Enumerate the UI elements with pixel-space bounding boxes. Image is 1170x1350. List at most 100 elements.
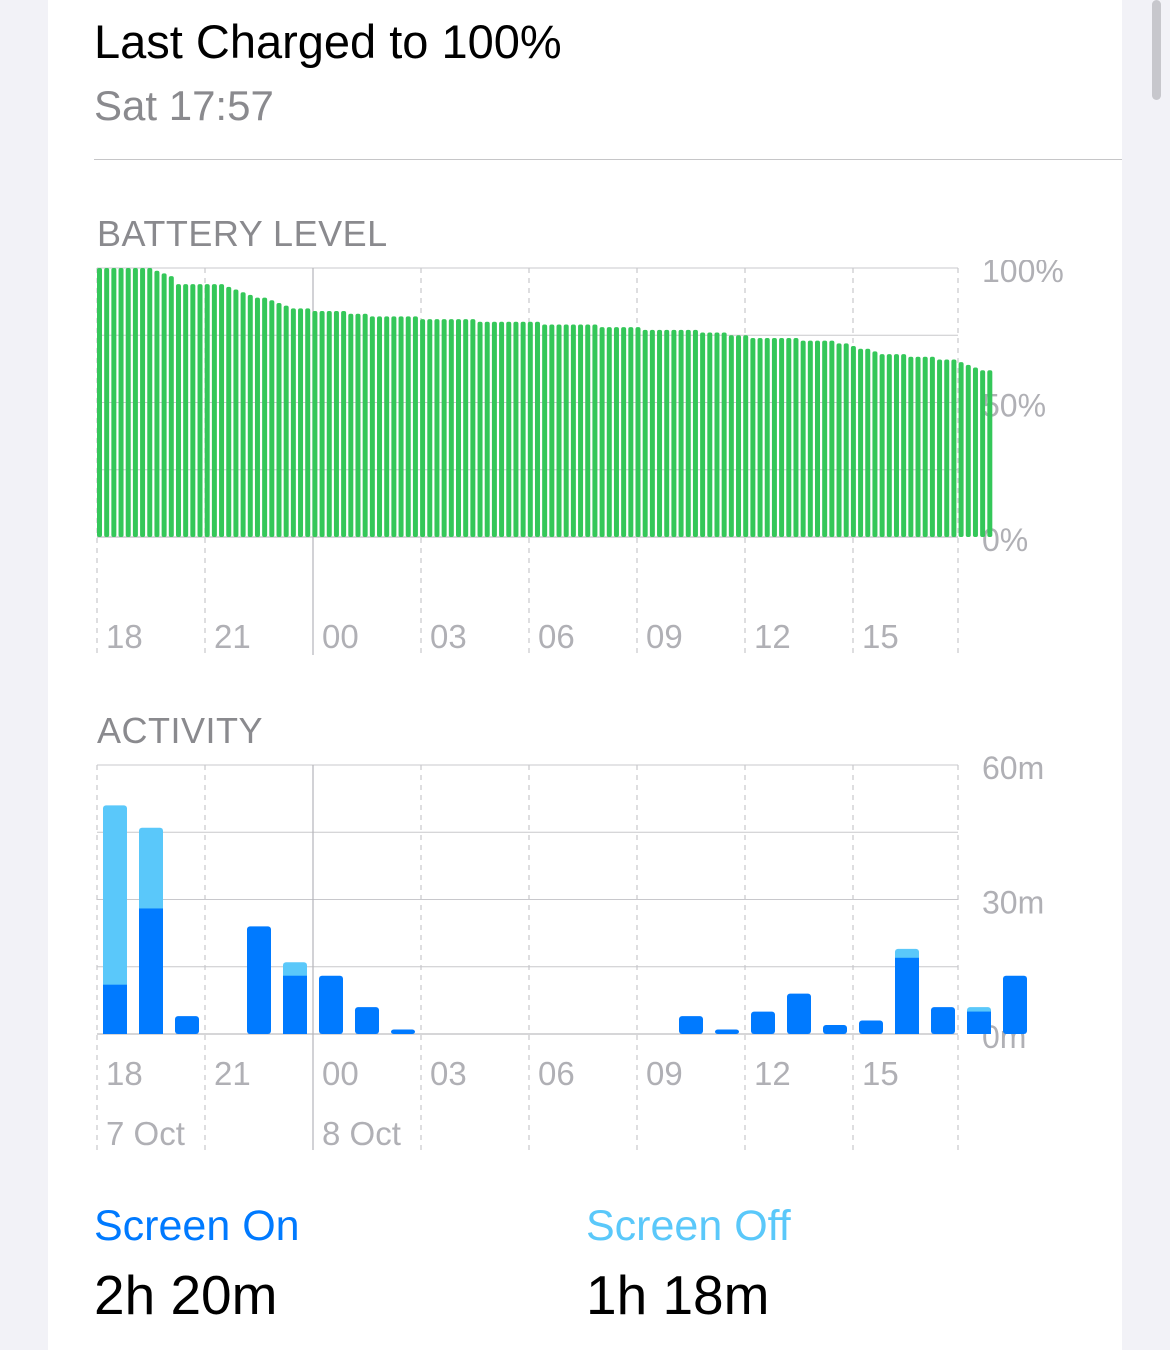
screen-on-bar [787, 993, 811, 1034]
x-tick-label: 18 [106, 618, 143, 655]
battery-bar [908, 356, 914, 537]
battery-bar [578, 324, 584, 537]
x-tick-label: 09 [646, 1055, 683, 1092]
battery-bar [621, 327, 627, 537]
battery-bar [463, 319, 469, 537]
battery-bar [240, 292, 246, 537]
battery-bar [391, 316, 397, 537]
battery-bar [750, 337, 756, 537]
screen-on-bar [1003, 975, 1027, 1034]
battery-bar [226, 286, 232, 537]
battery-bar [764, 337, 770, 537]
x-tick-label: 03 [430, 618, 467, 655]
battery-bar [987, 370, 993, 537]
battery-bar [944, 359, 950, 537]
battery-bar [132, 268, 138, 537]
battery-bar [893, 354, 899, 537]
battery-bar [384, 316, 390, 537]
battery-bar [972, 367, 978, 537]
battery-bar [161, 273, 167, 537]
battery-bar [140, 268, 146, 537]
battery-bar [915, 356, 921, 537]
battery-bar [937, 359, 943, 537]
screen-off-bar [283, 962, 307, 980]
battery-bar [233, 289, 239, 537]
battery-bar [664, 329, 670, 537]
battery-y-tick-label: 50% [982, 388, 1046, 424]
screen-off-value: 1h 18m [586, 1264, 770, 1326]
battery-bar [929, 356, 935, 537]
last-charged-title: Last Charged to 100% [94, 15, 562, 68]
battery-bar [592, 324, 598, 537]
screen-on-bar [931, 1007, 955, 1034]
battery-bar [262, 297, 268, 537]
battery-y-tick-label: 100% [982, 260, 1064, 289]
battery-bar [348, 313, 354, 537]
battery-level-chart[interactable]: 100%50%0%18 21 00 03 06 09 12 15 [0, 260, 1170, 660]
battery-bar [341, 311, 347, 537]
battery-level-header: BATTERY LEVEL [97, 213, 388, 254]
screen-off-bar [103, 805, 127, 989]
battery-bar [786, 337, 792, 537]
screen-on-bar [247, 926, 271, 1034]
battery-bar [850, 346, 856, 537]
x-tick-label: 15 [862, 618, 899, 655]
battery-bar [743, 335, 749, 537]
scroll-indicator[interactable] [1152, 0, 1161, 100]
x-tick-label: 00 [322, 1055, 359, 1092]
battery-bar [556, 324, 562, 537]
battery-bar [276, 302, 282, 537]
battery-bar [420, 319, 426, 537]
battery-bar [520, 321, 526, 537]
battery-bar [355, 313, 361, 537]
battery-bar [168, 276, 174, 537]
battery-card [48, 0, 1122, 1350]
battery-bar [204, 284, 210, 537]
screen-on-bar [139, 908, 163, 1034]
battery-bar [398, 316, 404, 537]
battery-bar [247, 294, 253, 537]
battery-bar [736, 335, 742, 537]
battery-bar [499, 321, 505, 537]
activity-y-tick-label: 60m [982, 755, 1044, 786]
battery-bar [965, 364, 971, 537]
battery-bar [111, 268, 117, 537]
battery-bar [563, 324, 569, 537]
battery-bar [599, 327, 605, 537]
battery-bar [671, 329, 677, 537]
battery-bar [298, 308, 304, 537]
battery-bar [362, 313, 368, 537]
battery-bar [104, 268, 110, 537]
battery-bar [333, 311, 339, 537]
screen-on-bar [175, 1016, 199, 1034]
battery-bar [542, 324, 548, 537]
battery-bar [484, 321, 490, 537]
battery-bar [549, 324, 555, 537]
x-tick-label: 12 [754, 1055, 791, 1092]
battery-bar [154, 270, 160, 537]
battery-bar [793, 337, 799, 537]
screen-on-bar [391, 1029, 415, 1034]
screen-on-bar [715, 1029, 739, 1034]
battery-bar [197, 284, 203, 537]
x-tick-label: 06 [538, 1055, 575, 1092]
battery-bar [685, 329, 691, 537]
battery-bar [606, 327, 612, 537]
date-label: 8 Oct [322, 1115, 401, 1152]
screen-on-bar [319, 975, 343, 1034]
screen-on-value: 2h 20m [94, 1264, 278, 1326]
screen-on-bar [283, 975, 307, 1034]
battery-bar [886, 354, 892, 537]
battery-bar [405, 316, 411, 537]
battery-bar [635, 327, 641, 537]
battery-bar [585, 324, 591, 537]
battery-bar [613, 327, 619, 537]
battery-bar [190, 284, 196, 537]
battery-bar [125, 268, 131, 537]
battery-bar [513, 321, 519, 537]
screen-on-bar [859, 1020, 883, 1034]
battery-bar [951, 359, 957, 537]
battery-bar [657, 329, 663, 537]
battery-bar [219, 284, 225, 537]
